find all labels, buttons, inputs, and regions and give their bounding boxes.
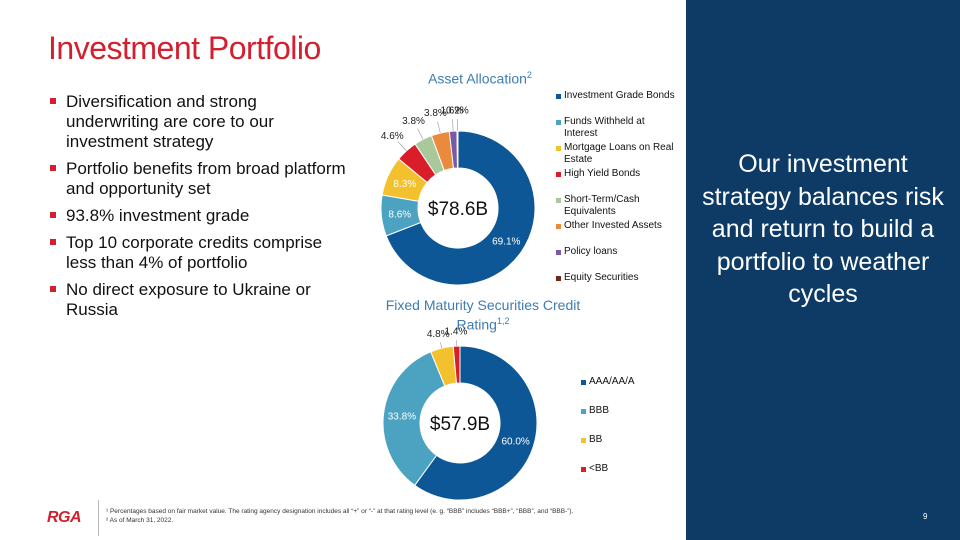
donut-charts-svg: 69.1%8.6%8.3%4.6%3.8%3.8%1.6%0.2%$78.6B … — [380, 106, 538, 501]
bullet-item: Top 10 corporate credits comprise less t… — [48, 233, 348, 273]
legend-item: BBB — [581, 405, 661, 434]
legend-label: High Yield Bonds — [564, 168, 641, 179]
legend-item: Funds Withheld at Interest — [556, 116, 676, 142]
footnotes: ¹ Percentages based on fair market value… — [106, 507, 573, 525]
asset-allocation-donut: 69.1%8.6%8.3%4.6%3.8%3.8%1.6%0.2%$78.6B — [380, 106, 536, 286]
legend-label: Policy loans — [564, 246, 618, 257]
data-label: 4.8% — [427, 329, 450, 340]
footer-divider — [98, 500, 99, 536]
bullet-item: Portfolio benefits from broad platform a… — [48, 159, 348, 199]
key-message-panel: Our investment strategy balances risk an… — [686, 0, 960, 540]
key-message-text: Our investment strategy balances risk an… — [702, 150, 944, 308]
legend-label: BBB — [589, 405, 610, 416]
credit-rating-title: Fixed Maturity Securities Credit Rating1… — [378, 297, 588, 333]
legend-item: <BB — [581, 463, 661, 492]
legend-item: Equity Securities — [556, 272, 676, 298]
credit-rating-legend: AAA/AA/A BBB BB <BB — [581, 376, 661, 492]
legend-swatch — [556, 94, 561, 99]
page-number: 9 — [923, 512, 928, 521]
asset-allocation-title-text: Asset Allocation — [428, 70, 527, 87]
legend-label: <BB — [589, 463, 609, 474]
legend-label: Investment Grade Bonds — [564, 90, 675, 101]
credit-rating-title-text: Fixed Maturity Securities Credit Rating — [385, 297, 581, 333]
leader-line — [452, 119, 454, 132]
rga-logo: RGA — [47, 509, 82, 526]
legend-label: Short-Term/Cash Equivalents — [564, 194, 640, 217]
legend-label: Mortgage Loans on Real Estate — [564, 142, 674, 165]
data-label: 33.8% — [388, 412, 416, 423]
leader-line — [440, 342, 443, 349]
legend-item: Mortgage Loans on Real Estate — [556, 142, 676, 168]
bullet-item: No direct exposure to Ukraine or Russia — [48, 280, 348, 320]
legend-label: BB — [589, 434, 603, 445]
donut-slice — [414, 345, 538, 501]
legend-label: Equity Securities — [564, 272, 639, 283]
donut-slice — [456, 130, 459, 169]
legend-swatch — [556, 276, 561, 281]
donut-slice — [385, 130, 536, 286]
legend-item: Other Invested Assets — [556, 220, 676, 246]
legend-item: Short-Term/Cash Equivalents — [556, 194, 676, 220]
data-label: 0.2% — [446, 106, 469, 117]
center-total-label: $78.6B — [428, 199, 488, 220]
legend-swatch — [556, 146, 561, 151]
data-label: 1.4% — [445, 327, 468, 338]
legend-item: AAA/AA/A — [581, 376, 661, 405]
center-total-label: $57.9B — [430, 414, 490, 435]
leader-line — [417, 128, 424, 140]
slide-title: Investment Portfolio — [48, 30, 321, 66]
legend-item: BB — [581, 434, 661, 463]
legend-swatch — [556, 172, 561, 177]
legend-swatch — [556, 250, 561, 255]
asset-allocation-legend: Investment Grade Bonds Funds Withheld at… — [556, 90, 676, 298]
credit-rating-donut: 60.0% 33.8% 4.8%1.4% $57.9B — [382, 327, 538, 501]
legend-label: Other Invested Assets — [564, 220, 662, 231]
data-label: 3.8% — [402, 116, 425, 127]
legend-swatch — [581, 409, 586, 414]
legend-swatch — [581, 467, 586, 472]
asset-allocation-title: Asset Allocation2 — [395, 67, 565, 87]
bullet-item: Diversification and strong underwriting … — [48, 92, 348, 152]
data-label: 69.1% — [492, 237, 520, 248]
donut-slice — [452, 345, 461, 384]
bullet-item: 93.8% investment grade — [48, 206, 348, 226]
bullet-list: Diversification and strong underwriting … — [48, 92, 348, 327]
legend-item: Policy loans — [556, 246, 676, 272]
legend-label: AAA/AA/A — [589, 376, 635, 387]
data-label: 3.8% — [424, 108, 447, 119]
footnote-2: ² As of March 31, 2022. — [106, 517, 174, 524]
legend-label: Funds Withheld at Interest — [564, 116, 645, 139]
data-label: 1.6% — [440, 106, 463, 117]
data-label: 8.6% — [388, 209, 411, 220]
legend-item: Investment Grade Bonds — [556, 90, 676, 116]
legend-swatch — [556, 198, 561, 203]
legend-item: High Yield Bonds — [556, 168, 676, 194]
data-label: 60.0% — [501, 437, 529, 448]
legend-swatch — [556, 224, 561, 229]
data-label: 4.6% — [381, 131, 404, 142]
footnote-1: ¹ Percentages based on fair market value… — [106, 508, 574, 515]
legend-swatch — [581, 380, 586, 385]
asset-allocation-title-sup: 2 — [526, 70, 532, 80]
legend-swatch — [556, 120, 561, 125]
data-label: 8.3% — [393, 179, 416, 190]
leader-line — [437, 121, 441, 134]
leader-line — [398, 141, 407, 152]
donut-slice — [382, 351, 446, 486]
credit-rating-title-sup: 1,2 — [496, 316, 510, 326]
legend-swatch — [581, 438, 586, 443]
